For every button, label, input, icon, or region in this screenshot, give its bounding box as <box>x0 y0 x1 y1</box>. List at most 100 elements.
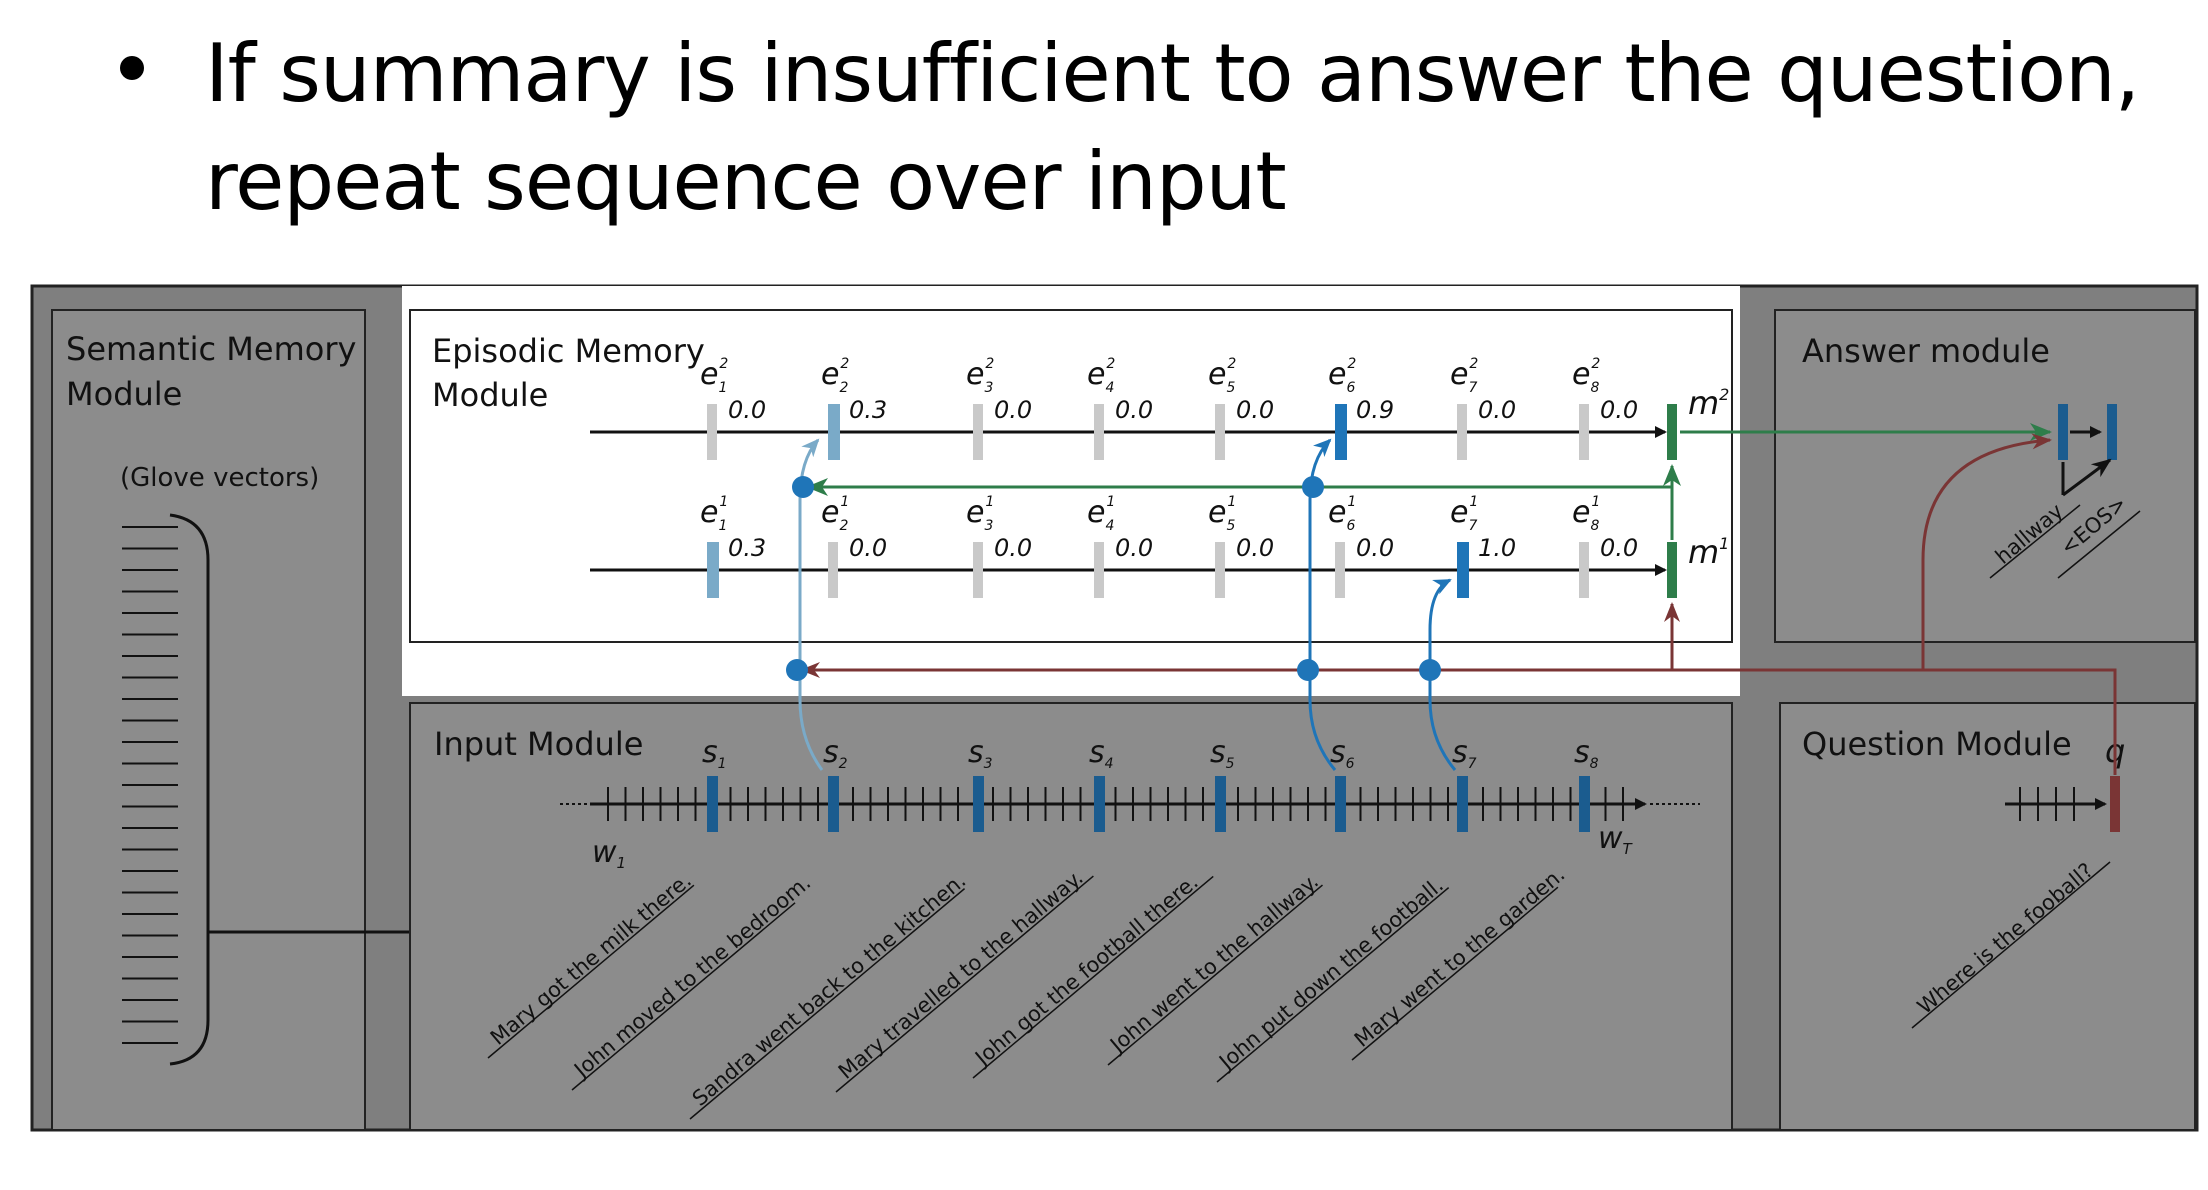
pass2-episode-label-sup: 2 <box>1469 356 1478 372</box>
pass1-episode-label-letter: e <box>1328 495 1346 530</box>
sentence-underline-4 <box>835 875 1094 1093</box>
junction-q-s6 <box>1297 659 1319 681</box>
sentence-label-5: s5 <box>1210 735 1235 772</box>
pass2-episode-bar-7 <box>1457 404 1467 460</box>
pass2-episode-label-letter: e <box>1450 357 1468 392</box>
pass2-episode-label-sub: 4 <box>1105 380 1114 396</box>
memory-m2-bar <box>1667 404 1677 460</box>
pass1-episode-bar-6 <box>1335 542 1345 598</box>
episodic-memory-module: Episodic Memory Module 0.0e120.3e220.0e3… <box>409 309 1733 670</box>
answer-word-1-underline <box>1989 504 2081 579</box>
pass2-episode-label-sup: 2 <box>719 356 728 372</box>
answer-step2-bar <box>2107 404 2117 460</box>
pass1-episode-value-7: 1.0 <box>1478 534 1516 562</box>
pass2-episode-value-1: 0.0 <box>728 396 766 424</box>
sentence-label-sub: 3 <box>984 756 993 772</box>
answer-step1-bar <box>2058 404 2068 460</box>
sentence-underline-1 <box>487 884 695 1059</box>
pass1-episode-label-sup: 1 <box>1469 494 1478 510</box>
sentence-bar-8 <box>1579 776 1590 832</box>
pass1-episode-label-sup: 1 <box>1347 494 1356 510</box>
pass2-episodes: 0.0e120.3e220.0e320.0e420.0e520.9e620.0e… <box>700 356 1638 460</box>
pass1-episode-label-sub: 2 <box>839 518 848 534</box>
sentence-label-letter: s <box>823 735 839 770</box>
pass1-episode-label-5: e5 1 <box>1208 494 1236 534</box>
pass2-episode-value-5: 0.0 <box>1236 396 1274 424</box>
sentence-label-letter: s <box>1574 735 1590 770</box>
pass2-episode-bar-2 <box>828 404 840 460</box>
pass2-episode-label-letter: e <box>1572 357 1590 392</box>
pass2-episode-label-sup: 2 <box>1227 356 1236 372</box>
m2-label: m2 <box>1688 384 1729 422</box>
junction-m1-s6 <box>1302 476 1324 498</box>
pass2-episode-label-sub: 5 <box>1226 380 1235 396</box>
sentence-underline-7 <box>1216 887 1450 1083</box>
pass2-episode-label-letter: e <box>821 357 839 392</box>
pass2-episode-value-8: 0.0 <box>1600 396 1638 424</box>
pass2-episode-label-sub: 3 <box>984 380 993 396</box>
pass2-episode-label-sub: 2 <box>839 380 848 396</box>
question-text-underline <box>1911 861 2111 1029</box>
pass2-episode-label-8: e8 2 <box>1572 356 1600 396</box>
wT-label: wT <box>1598 821 1634 858</box>
wT-sub: T <box>1623 840 1634 858</box>
pass1-episode-label-4: e4 1 <box>1087 494 1115 534</box>
m2-letter: m <box>1688 384 1719 422</box>
semantic-memory-module: Semantic Memory Module (Glove vectors) <box>51 309 532 1131</box>
pass2-episode-value-7: 0.0 <box>1478 396 1516 424</box>
pass1-episode-label-letter: e <box>821 495 839 530</box>
sentence-label-letter: s <box>1210 735 1226 770</box>
sentence-underline-6 <box>1107 884 1323 1066</box>
w1-label: w1 <box>592 835 626 872</box>
pass1-episode-label-letter: e <box>1208 495 1226 530</box>
answer-module: Answer module hallway <EOS> <box>1680 309 2196 643</box>
pass1-episode-label-sub: 4 <box>1105 518 1114 534</box>
s7-to-e7-pass1-arrow <box>1428 578 1457 771</box>
pass1-episode-label-letter: e <box>1572 495 1590 530</box>
pass1-episode-label-sup: 1 <box>1227 494 1236 510</box>
m2-sup: 2 <box>1719 385 1729 404</box>
sentence-label-7: s7 <box>1452 735 1477 772</box>
pass2-episode-label-sub: 8 <box>1590 380 1599 396</box>
m1-sup: 1 <box>1719 534 1729 553</box>
pass1-episode-label-sub: 7 <box>1468 518 1477 534</box>
sentence-label-6: s6 <box>1330 735 1355 772</box>
sentence-bar-3 <box>973 776 984 832</box>
pass2-episode-label-1: e1 2 <box>700 356 728 396</box>
w1-letter: w <box>592 835 617 870</box>
pass1-episode-label-letter: e <box>966 495 984 530</box>
pass1-episode-label-sub: 6 <box>1346 518 1355 534</box>
pass1-episode-label-sup: 1 <box>1106 494 1115 510</box>
pass1-episode-label-3: e3 1 <box>966 494 994 534</box>
pass1-episode-label-letter: e <box>700 495 718 530</box>
question-to-answer-arrow <box>1921 433 2052 670</box>
pass1-episode-label-6: e6 1 <box>1328 494 1356 534</box>
pass2-episode-label-letter: e <box>700 357 718 392</box>
input-module: Input Module s1 s2 s3 s4 s5 s6 s7 s8 Mary got t… <box>409 702 1733 1131</box>
answer-out-arrow <box>2062 458 2112 497</box>
pass1-episode-label-sub: 3 <box>984 518 993 534</box>
pass1-episode-bar-8 <box>1579 542 1589 598</box>
pass2-episode-label-sup: 2 <box>1347 356 1356 372</box>
pass2-episode-label-3: e3 2 <box>966 356 994 396</box>
sentence-bar-2 <box>828 776 839 832</box>
pass1-episode-label-2: e2 1 <box>821 494 849 534</box>
pass2-episode-label-sub: 6 <box>1346 380 1355 396</box>
sentence-bar-5 <box>1215 776 1226 832</box>
s6-to-e6-pass2-arrow <box>1308 438 1337 771</box>
junction-q-s7 <box>1419 659 1441 681</box>
input-title: Input Module <box>434 725 643 763</box>
m1-label: m1 <box>1688 533 1729 571</box>
pass2-episode-label-letter: e <box>1208 357 1226 392</box>
bullet-line-1: If summary is insufficient to answer the… <box>205 27 2140 120</box>
sentence-label-sub: 8 <box>1590 756 1599 772</box>
wT-letter: w <box>1598 821 1623 856</box>
junction-m1-s2 <box>792 476 814 498</box>
pass2-episode-label-4: e4 2 <box>1087 356 1115 396</box>
q-vector-bar <box>2110 776 2120 832</box>
sentence-label-sub: 5 <box>1226 756 1235 772</box>
m1-letter: m <box>1688 533 1719 571</box>
pass1-episode-bar-2 <box>828 542 838 598</box>
pass1-episode-bar-3 <box>973 542 983 598</box>
answer-title: Answer module <box>1802 332 2050 370</box>
